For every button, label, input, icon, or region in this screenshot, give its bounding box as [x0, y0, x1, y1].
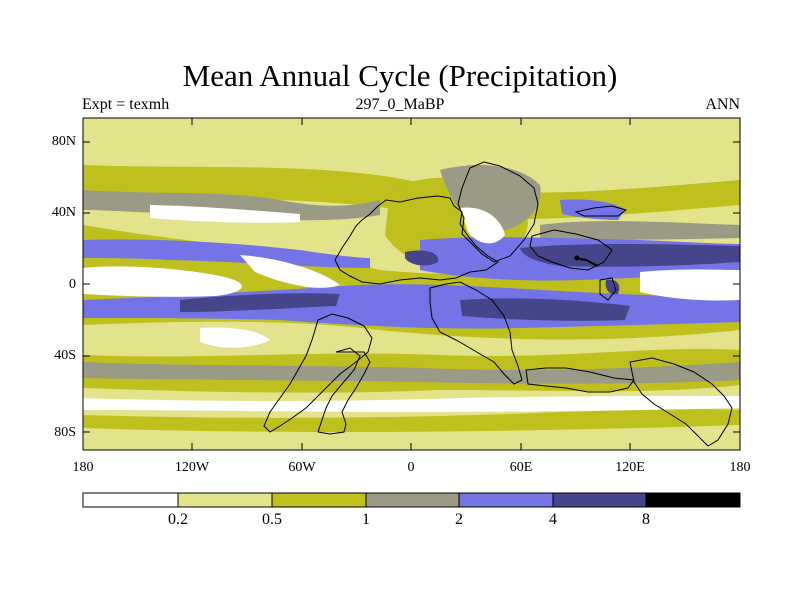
colorbar-label: 8: [642, 511, 650, 528]
lat-label-40n: 40N: [51, 205, 76, 220]
lon-label-180-east: 180: [729, 460, 751, 475]
precipitation-contours: [83, 118, 740, 450]
lon-label-120e: 120E: [615, 460, 645, 475]
period-label: 297_0_MaBP: [355, 96, 445, 113]
lon-label-180-west: 180: [72, 460, 94, 475]
colorbar-swatch: [646, 493, 740, 507]
lat-label-40s: 40S: [54, 348, 76, 363]
colorbar-label: 1: [362, 511, 370, 528]
lon-label-60e: 60E: [509, 460, 533, 475]
colorbar-swatch: [83, 493, 178, 507]
colorbar-swatch: [459, 493, 553, 507]
lon-label-0: 0: [407, 460, 415, 475]
chart-title: Mean Annual Cycle (Precipitation): [182, 58, 618, 93]
colorbar-swatch: [553, 493, 646, 507]
colorbar-label: 0.5: [262, 511, 282, 528]
colorbar-label: 0.2: [168, 511, 188, 528]
colorbar-swatch: [178, 493, 272, 507]
colorbar-label: 2: [455, 511, 463, 528]
lat-label-80n: 80N: [51, 134, 76, 149]
season-label: ANN: [705, 96, 740, 113]
lat-label-equator: 0: [69, 277, 76, 292]
continent-outlines: [574, 255, 580, 261]
lon-label-120w: 120W: [174, 460, 210, 475]
lat-label-80s: 80S: [54, 425, 76, 440]
experiment-label: Expt = texmh: [82, 96, 170, 113]
colorbar: [82, 492, 741, 508]
lon-label-60w: 60W: [288, 460, 316, 475]
colorbar-swatch: [366, 493, 459, 507]
axis-ticks: [83, 118, 740, 450]
colorbar-label: 4: [549, 511, 557, 528]
colorbar-swatch: [272, 493, 366, 507]
